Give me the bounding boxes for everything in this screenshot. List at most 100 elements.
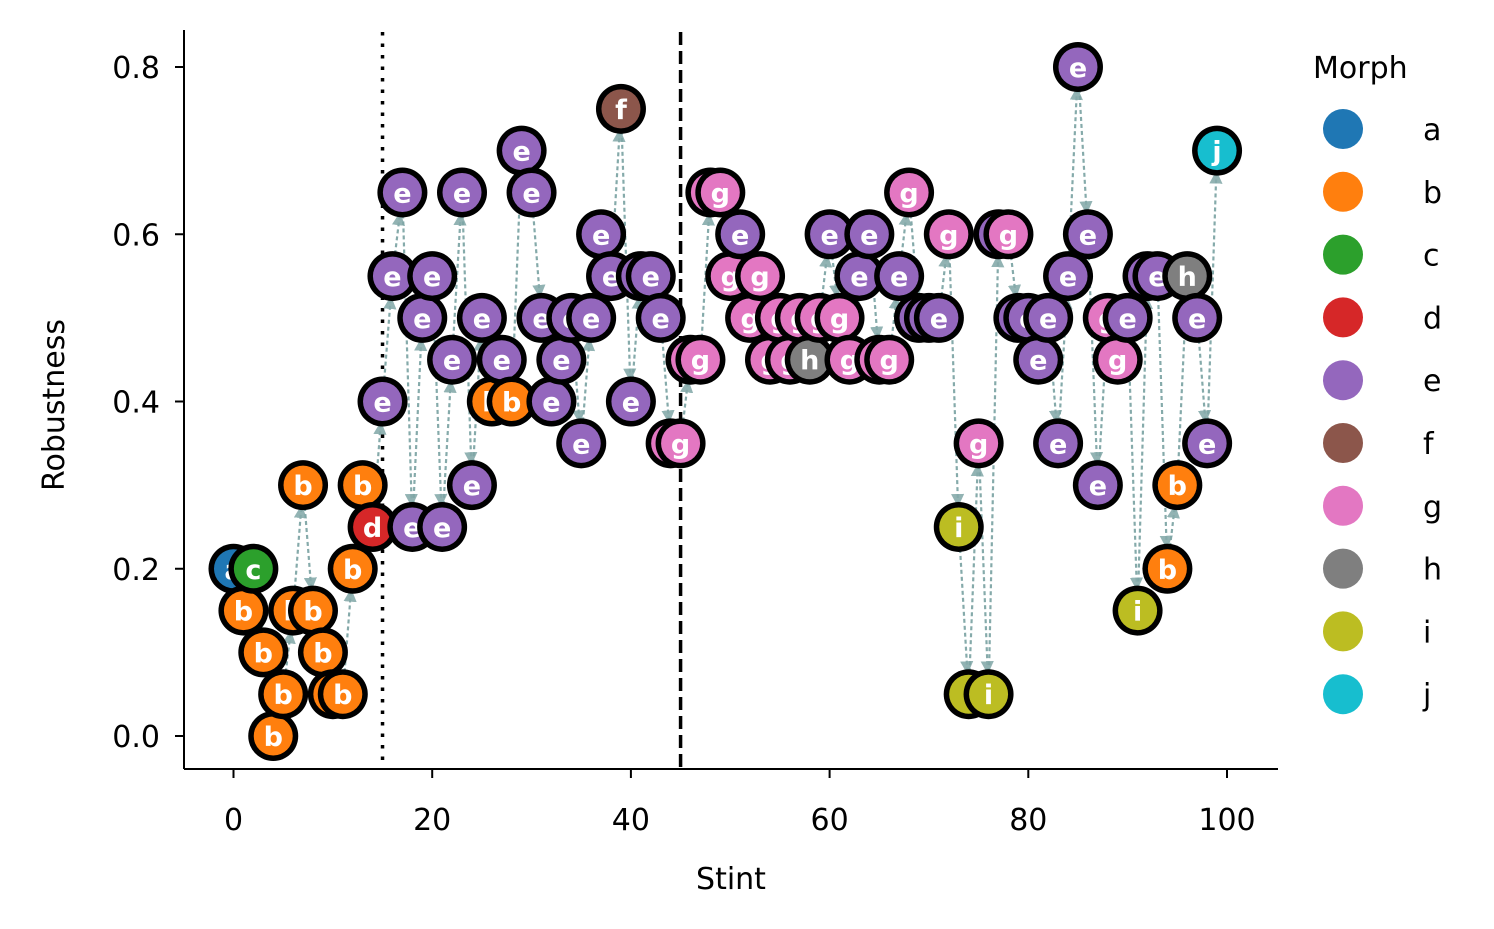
point-marker	[253, 716, 293, 756]
point-label: g	[899, 178, 918, 209]
y-tick-label: 0.6	[112, 218, 160, 253]
legend-entry: f	[1323, 423, 1435, 463]
data-point: e	[556, 418, 607, 469]
point-marker	[502, 131, 542, 171]
point-label: e	[1118, 304, 1136, 335]
data-point: g	[983, 209, 1034, 260]
point-label: e	[1029, 346, 1047, 377]
transition-arrow	[1078, 88, 1093, 215]
point-label: g	[721, 262, 740, 293]
point-label: e	[1188, 304, 1206, 335]
point-marker	[720, 214, 760, 254]
point-label: e	[512, 137, 530, 168]
point-marker	[452, 465, 492, 505]
point-label: f	[615, 95, 627, 126]
transition-arrow	[1166, 504, 1180, 548]
point-label: e	[473, 304, 491, 335]
transition-arrow	[1007, 255, 1022, 299]
data-point: i	[963, 669, 1014, 720]
x-tick-label: 20	[413, 803, 451, 838]
point-marker	[541, 340, 581, 380]
point-label: e	[1039, 304, 1057, 335]
data-point: f	[595, 83, 646, 134]
data-point: j	[1192, 125, 1243, 176]
point-label: g	[711, 178, 730, 209]
point-marker	[1018, 340, 1058, 380]
legend-marker	[1323, 234, 1363, 275]
legend-entry: h	[1323, 548, 1442, 589]
point-label: e	[403, 513, 421, 544]
point-marker	[631, 256, 671, 296]
data-point: e	[625, 251, 676, 302]
point-marker	[661, 423, 701, 463]
point-label: e	[522, 178, 540, 209]
legend-marker	[1323, 611, 1363, 652]
point-marker	[810, 214, 850, 254]
point-marker	[243, 632, 283, 672]
legend-marker	[1323, 674, 1363, 715]
data-point: e	[715, 209, 766, 260]
transition-arrow	[1157, 298, 1173, 549]
data-point: e	[417, 501, 468, 552]
transition-arrow	[293, 504, 308, 589]
transition-arrow	[958, 548, 974, 675]
data-point: e	[1023, 292, 1074, 343]
point-label: e	[930, 304, 948, 335]
point-label: g	[740, 304, 759, 335]
y-tick-label: 0.2	[112, 553, 160, 588]
legend-entry: e	[1323, 360, 1441, 401]
point-marker	[611, 382, 651, 421]
point-label: b	[254, 638, 273, 669]
data-point: g	[864, 334, 915, 385]
legend-entry: c	[1323, 234, 1440, 275]
transition-arrow	[303, 506, 317, 591]
point-marker	[820, 298, 860, 338]
point-label: e	[463, 471, 481, 502]
point-marker	[432, 340, 472, 380]
transition-arrow	[391, 212, 406, 255]
point-label: b	[353, 471, 372, 502]
data-point: e	[377, 167, 428, 218]
axes: 0 20 40 60 80 100 0.0 0.2 0.4 0.6 0.8 Stint Robus…	[37, 30, 1278, 897]
transition-arrow	[532, 214, 546, 299]
point-label: g	[969, 429, 988, 460]
point-marker	[303, 632, 343, 672]
transition-arrow	[412, 337, 428, 506]
point-marker	[849, 214, 889, 254]
data-point: e	[913, 292, 964, 343]
point-label: c	[245, 555, 261, 586]
point-label: e	[1059, 262, 1077, 293]
transition-arrow	[978, 465, 994, 675]
point-label: b	[274, 680, 293, 711]
data-point: e	[635, 292, 686, 343]
point-marker	[363, 382, 403, 421]
point-marker	[1187, 423, 1227, 463]
point-label: i	[1133, 597, 1142, 628]
point-marker	[1028, 298, 1068, 338]
point-label: b	[333, 680, 352, 711]
point-marker	[1068, 214, 1108, 254]
point-label: e	[582, 304, 600, 335]
legend-marker	[1323, 485, 1363, 526]
transition-arrow	[1197, 339, 1212, 424]
transition-arrow	[680, 379, 694, 422]
point-marker	[412, 256, 452, 296]
point-marker	[1197, 131, 1237, 171]
point-label: j	[1211, 137, 1221, 168]
point-marker	[1058, 47, 1098, 87]
legend-title: Morph	[1313, 51, 1408, 86]
point-label: g	[939, 220, 958, 251]
point-marker	[1167, 256, 1207, 296]
data-point: e	[1182, 418, 1233, 469]
point-marker	[581, 214, 621, 254]
point-label: e	[1069, 53, 1087, 84]
plot-area: abcbbbbbbbbbbbdeeeeeeeeeeebebeeeeeeeeeef…	[208, 32, 1243, 769]
data-point: e	[367, 251, 418, 302]
data-point: h	[1162, 251, 1213, 302]
data-point: b	[486, 376, 537, 427]
legend-marker	[1323, 109, 1363, 149]
point-marker	[869, 340, 909, 380]
point-label: e	[1079, 220, 1097, 251]
legend-label: e	[1423, 364, 1441, 399]
y-ticks: 0.0 0.2 0.4 0.6 0.8	[112, 51, 184, 755]
